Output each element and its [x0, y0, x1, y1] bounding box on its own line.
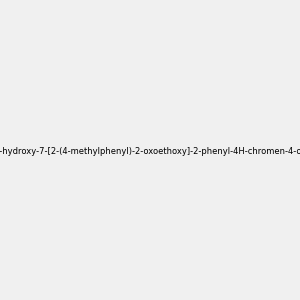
Text: 5-hydroxy-7-[2-(4-methylphenyl)-2-oxoethoxy]-2-phenyl-4H-chromen-4-one: 5-hydroxy-7-[2-(4-methylphenyl)-2-oxoeth…: [0, 147, 300, 156]
